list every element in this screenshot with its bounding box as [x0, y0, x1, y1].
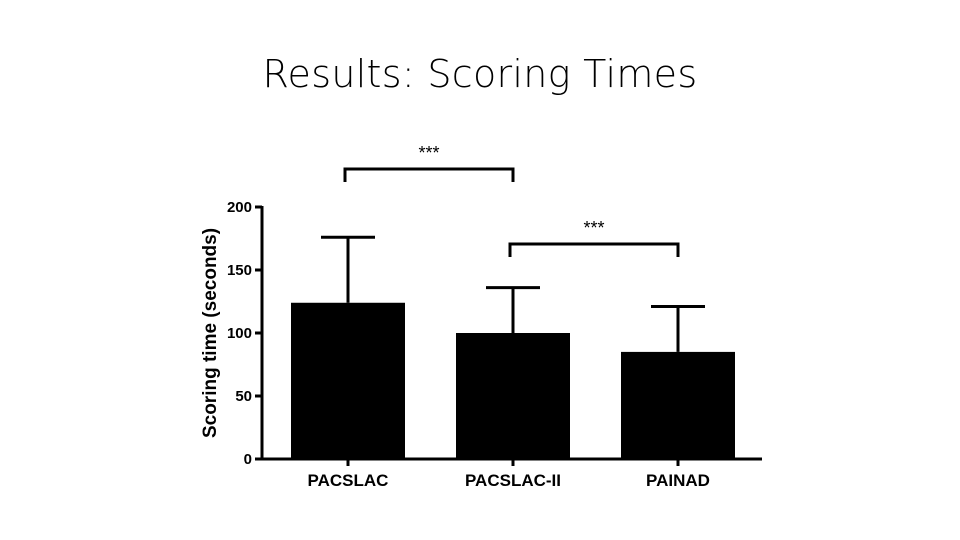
bar-painad	[621, 351, 735, 459]
y-tick-label: 0	[244, 451, 252, 468]
significance-brackets: *** ***	[343, 143, 680, 257]
significance-label: ***	[418, 143, 439, 163]
significance-bracket	[343, 167, 515, 182]
x-axis: PACSLAC PACSLAC-II PAINAD	[261, 457, 762, 490]
y-axis: 0 50 100 150 200	[227, 199, 264, 468]
significance-bracket	[508, 242, 680, 257]
bar-pacslac-ii	[456, 333, 570, 459]
y-tick-label: 100	[227, 325, 252, 342]
x-tick-label: PACSLAC-II	[465, 471, 561, 490]
y-tick-label: 50	[235, 388, 252, 405]
bars	[291, 302, 735, 459]
x-tick-label: PACSLAC	[308, 471, 389, 490]
y-tick-label: 200	[227, 199, 252, 216]
y-axis-title: Scoring time (seconds)	[200, 228, 221, 438]
x-tick-label: PAINAD	[646, 471, 710, 490]
bar-pacslac	[291, 302, 405, 459]
significance-label: ***	[583, 218, 604, 238]
y-tick-label: 150	[227, 262, 252, 279]
error-bars	[321, 235, 705, 352]
slide-title: Results: Scoring Times	[262, 52, 698, 96]
